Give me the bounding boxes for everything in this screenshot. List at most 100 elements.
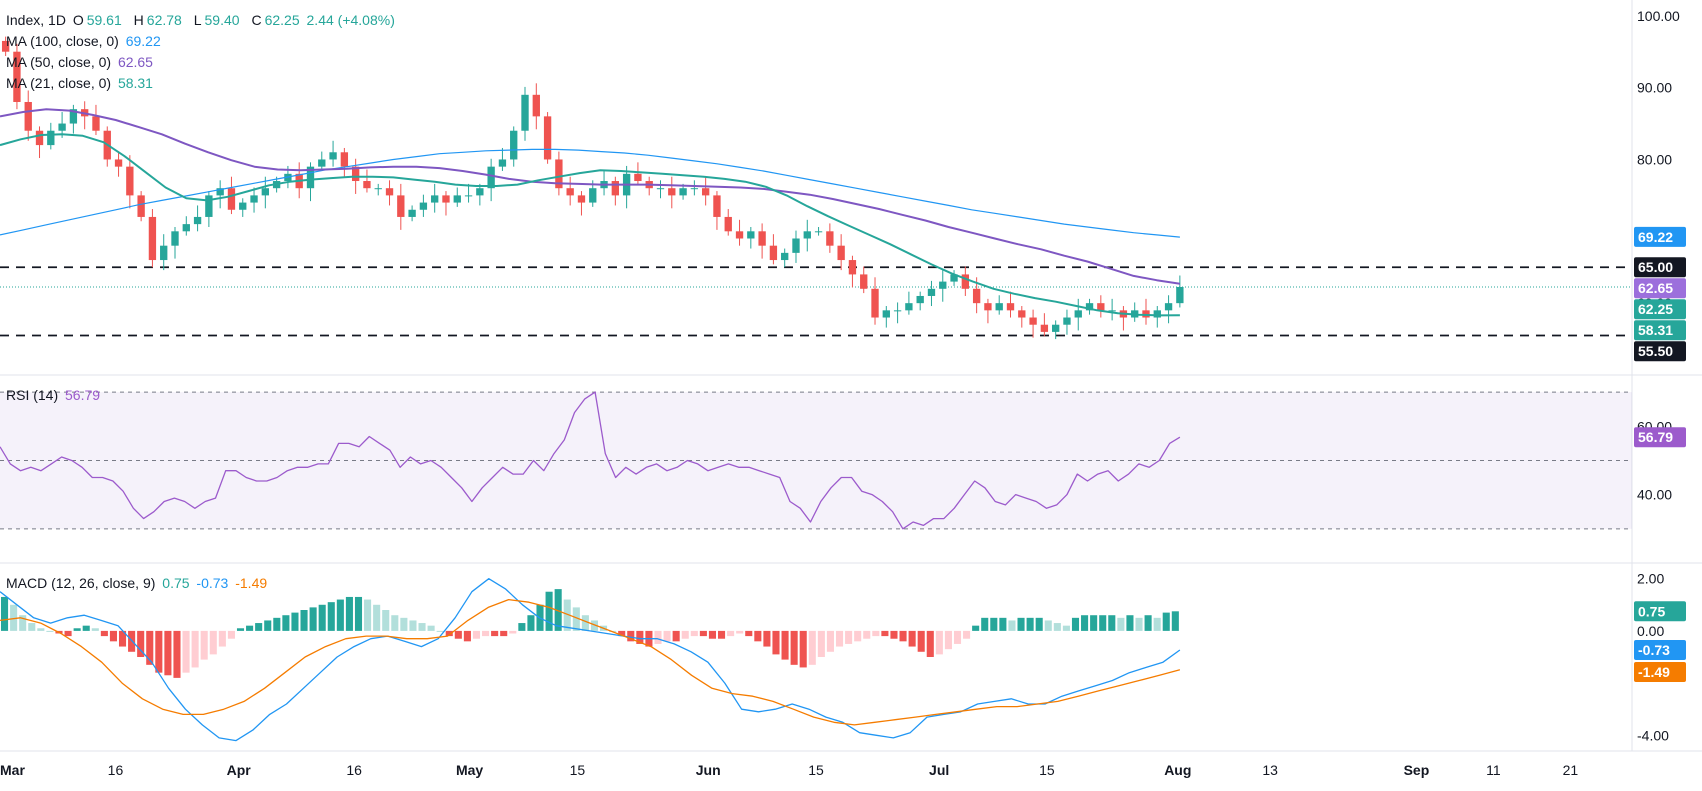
macd-histogram-bar <box>917 630 925 652</box>
macd-histogram-bar <box>981 617 989 631</box>
macd-histogram-bar <box>318 604 326 631</box>
rsi-legend: RSI (14) 56.79 <box>6 387 103 403</box>
macd-histogram-bar <box>1117 617 1125 631</box>
macd-histogram-bar <box>581 615 589 631</box>
candle-body <box>871 288 879 318</box>
macd-histogram-bar <box>327 602 335 631</box>
candle-body <box>814 231 823 233</box>
macd-histogram-bar <box>654 630 662 644</box>
macd-histogram-bar <box>708 630 716 639</box>
macd-histogram-bar <box>227 630 235 639</box>
candle-body <box>656 188 665 190</box>
candle-body <box>442 195 450 203</box>
macd-axis-label-text: 0.75 <box>1638 603 1665 619</box>
macd-histogram-bar <box>872 630 880 637</box>
candle-body <box>826 231 834 246</box>
macd-histogram-bar <box>999 617 1007 631</box>
time-axis-tick: 11 <box>1486 762 1501 778</box>
price-axis-label-text: 55.50 <box>1638 343 1673 359</box>
time-axis-tick: 13 <box>1262 762 1278 778</box>
candle-body <box>306 166 315 189</box>
time-axis-tick: Aug <box>1164 762 1191 778</box>
candle-body <box>905 303 913 311</box>
macd-histogram-bar <box>636 630 644 644</box>
rsi-axis-label-text: 56.79 <box>1638 429 1673 445</box>
macd-hist-value: -1.49 <box>235 575 268 591</box>
time-axis-tick: Apr <box>227 762 252 778</box>
time-axis-tick: 21 <box>1563 762 1579 778</box>
macd-histogram-bar <box>1099 615 1107 631</box>
macd-histogram-bar <box>436 630 444 632</box>
macd-histogram-bar <box>364 599 372 631</box>
candle-body <box>679 188 687 196</box>
macd-histogram-bar <box>663 630 671 642</box>
candle-body <box>340 152 349 167</box>
price-axis-tick: 90.00 <box>1637 80 1672 96</box>
candle-body <box>47 130 55 146</box>
macd-histogram-bar <box>527 615 535 631</box>
time-axis-tick: 16 <box>346 762 362 778</box>
macd-histogram-bar <box>554 589 562 631</box>
macd-histogram-bar <box>1108 615 1116 631</box>
macd-axis-label-box <box>1634 639 1686 660</box>
macd-histogram-bar <box>1026 617 1034 631</box>
macd-histogram-bar <box>409 620 417 631</box>
rsi-axis-label-box <box>1634 427 1686 448</box>
macd-histogram-bar <box>236 628 245 631</box>
candle-body <box>1018 310 1026 318</box>
candle-body <box>837 245 845 261</box>
candle-body <box>171 231 179 246</box>
time-axis-tick: Jul <box>929 762 949 778</box>
candle-body <box>24 101 32 131</box>
macd-histogram-bar <box>91 628 99 631</box>
candle-body <box>747 231 755 239</box>
ma21-line <box>0 133 1180 317</box>
candle-body <box>893 310 902 312</box>
change-value: 2.44 (+4.08%) <box>306 12 395 28</box>
macd-histogram-bar <box>509 630 517 634</box>
candle-body <box>193 216 202 225</box>
candle-body <box>758 231 766 246</box>
candle-body <box>1063 317 1071 325</box>
price-axis-label-text: 58.31 <box>1638 322 1673 338</box>
macd-histogram-bar <box>972 625 980 631</box>
macd-histogram-bar <box>572 607 580 631</box>
macd-axis-tick: -4.00 <box>1637 727 1669 743</box>
macd-histogram-bar <box>10 604 18 631</box>
candle-body <box>927 288 936 296</box>
candle-body <box>69 109 78 124</box>
macd-axis-label-text: -0.73 <box>1638 642 1670 658</box>
macd-histogram-bar <box>781 630 789 660</box>
macd-histogram-bar <box>354 596 363 631</box>
candle-body <box>408 209 416 217</box>
macd-histogram-bar <box>835 630 844 647</box>
candle-body <box>137 195 145 217</box>
macd-histogram-bar <box>427 625 435 631</box>
macd-histogram-bar <box>518 623 526 631</box>
macd-histogram-bar <box>1171 611 1179 631</box>
ma21-legend: MA (21, close, 0) 58.31 <box>6 75 156 91</box>
candle-body <box>1108 310 1116 312</box>
macd-histogram-bar <box>191 630 199 668</box>
macd-histogram-bar <box>264 620 272 631</box>
macd-histogram-bar <box>46 630 54 632</box>
candle-body <box>961 274 970 289</box>
candle-body <box>216 188 224 196</box>
time-axis-tick: Mar <box>0 762 25 778</box>
macd-histogram-bar <box>291 612 299 631</box>
candle-body <box>668 188 676 196</box>
macd-histogram-bar <box>200 630 208 660</box>
candle-body <box>205 195 213 217</box>
macd-histogram-bar <box>672 630 680 642</box>
candle-body <box>781 252 789 261</box>
time-axis-tick: May <box>456 762 483 778</box>
price-axis-label-box <box>1634 299 1686 320</box>
macd-histogram-bar <box>799 630 807 668</box>
candle-body <box>476 188 484 196</box>
time-axis-tick: 15 <box>570 762 586 778</box>
macd-signal-line <box>0 598 1181 726</box>
macd-histogram-bar <box>73 628 81 631</box>
macd-histogram-bar <box>463 630 471 642</box>
